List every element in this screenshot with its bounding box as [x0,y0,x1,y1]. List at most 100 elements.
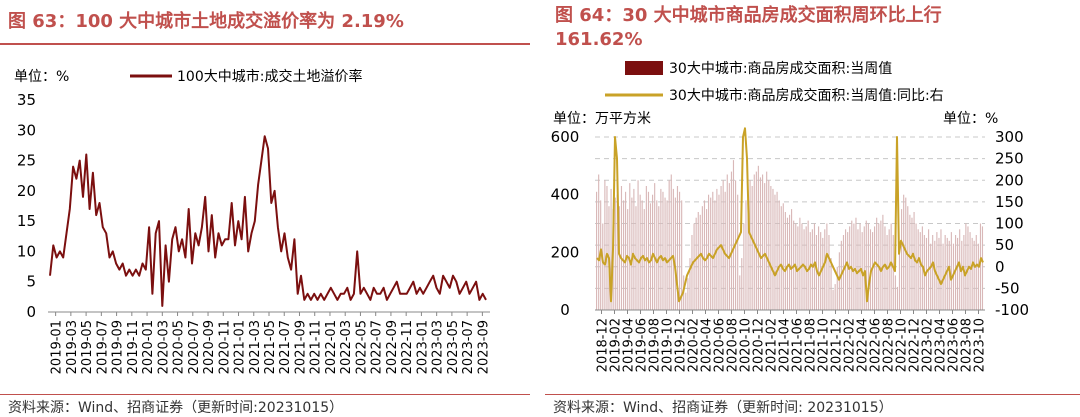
right-bar [668,180,670,311]
right-x-tick-label: 2022-08 [882,318,897,372]
right-unit-left: 单位：万平方米 [553,111,651,127]
right-x-tick-label: 2022-04 [856,318,871,372]
right-bar [915,223,917,310]
right-bar [938,237,940,310]
right-bar [971,237,973,310]
right-legend-bar-label: 30大中城市:商品房成交面积:当周值 [669,60,892,77]
right-bar [898,252,901,310]
right-y2-tick-label: 300 [995,128,1024,146]
right-bar [782,203,784,310]
right-bar [799,217,801,310]
left-x-tick-label: 2021-03 [248,320,263,374]
right-x-tick-label: 2020-02 [687,318,702,372]
right-bar [807,220,809,310]
right-bar [836,266,838,311]
left-x-tick-label: 2019-11 [126,320,141,374]
right-bar [979,223,982,310]
left-unit-label: 单位：% [14,69,69,85]
right-bar [652,194,654,310]
left-x-tick-label: 2023-05 [446,320,461,374]
right-x-tick-label: 2022-10 [895,318,910,372]
right-bar [770,186,772,310]
right-bar [834,284,836,310]
left-x-tick-label: 2020-05 [172,320,187,374]
right-bar [867,223,869,310]
right-bar [828,235,830,310]
right-figure-panel: 图 64：30 大中城市商品房成交面积周环比上行 161.62% 30大中城市:… [545,0,1080,417]
right-bar [845,229,847,310]
right-y2-tick-label: 250 [995,150,1024,168]
right-bar [930,243,932,310]
right-bar [815,235,818,310]
right-bar [732,160,735,310]
right-bar [679,191,681,310]
right-figure-title-line2: 161.62% [555,29,643,50]
right-bar [774,194,776,310]
right-bar [896,286,899,310]
right-bar [826,223,828,310]
right-y-tick-label: 200 [551,243,580,261]
left-y-tick-label: 10 [17,242,36,260]
right-bar [886,235,888,310]
left-x-tick-label: 2023-09 [476,320,491,374]
right-bar [631,197,633,310]
right-bar [818,226,820,310]
right-bar [728,183,730,310]
left-source-note: 资料来源：Wind、招商证券（更新时间:20231015） [8,400,344,416]
right-bar [847,232,849,310]
right-x-tick-label: 2020-08 [726,318,741,372]
left-series-line [49,135,487,307]
right-bar [936,232,938,310]
left-x-tick-label: 2021-11 [309,320,324,374]
right-bar [699,214,701,310]
right-bar [708,194,710,310]
right-bar [955,235,957,310]
right-bar [726,174,728,310]
right-bar [789,214,791,310]
right-bar [656,200,658,310]
right-bar [660,188,662,310]
right-bar [824,229,826,310]
right-bar [676,186,679,310]
right-bar [909,214,911,310]
right-bar [602,223,604,310]
left-x-tick-label: 2023-01 [415,320,430,374]
right-bar [813,223,816,310]
right-bar [863,226,865,310]
right-bar [749,180,751,311]
right-bar [724,191,726,310]
right-x-tick-label: 2022-02 [843,318,858,372]
right-bar [869,229,872,310]
left-figure-title: 图 63：100 大中城市土地成交溢价率为 2.19% [8,11,404,32]
left-x-tick-label: 2021-09 [293,320,308,374]
left-x-tick-label: 2021-01 [233,320,248,374]
right-bar [654,183,656,310]
left-x-tick-label: 2022-07 [370,320,385,374]
left-x-tick-label: 2022-09 [385,320,400,374]
right-x-tick-label: 2023-06 [947,318,962,372]
right-bar [645,186,647,310]
right-bar [969,232,971,310]
right-x-tick-label: 2021-08 [804,318,819,372]
right-bar [672,188,674,310]
right-bar [768,180,770,311]
right-bar [784,212,786,310]
right-series-line [596,127,984,303]
right-x-tick-label: 2019-04 [622,318,637,372]
left-y-tick-label: 5 [26,273,36,291]
right-bar [882,214,884,310]
left-figure-panel: 图 63：100 大中城市土地成交溢价率为 2.19% 单位：% 100大中城市:… [0,0,530,417]
right-bar [737,194,739,310]
right-x-tick-label: 2019-06 [635,318,650,372]
right-x-tick-label: 2021-06 [791,318,806,372]
right-x-tick-label: 2019-12 [674,318,689,372]
right-bar [720,186,722,310]
right-bar [741,258,743,310]
right-bar [616,194,618,310]
right-bar [606,186,608,310]
right-bar [623,200,625,310]
right-bar [604,180,606,311]
right-x-tick-label: 2021-02 [765,318,780,372]
right-bar [637,180,639,311]
left-x-tick-label: 2019-03 [65,320,80,374]
